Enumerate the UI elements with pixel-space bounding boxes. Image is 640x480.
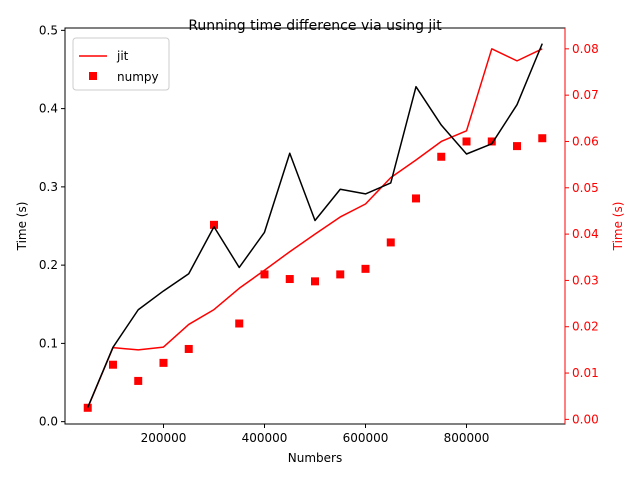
jit-line [87,48,543,409]
chart-title: Running time difference via using jit [188,18,442,34]
numpy-point [513,142,522,151]
numpy-point [285,275,294,284]
plot-area [83,43,547,412]
y-right-tick-label: 0.03 [572,273,599,287]
numpy-point [311,277,319,286]
series-2-line [87,43,543,408]
x-tick-label: 800000 [444,431,490,445]
numpy-point [487,137,496,146]
x-axis-label: Numbers [288,451,342,465]
numpy-point [83,403,92,412]
legend-numpy-marker-swatch [89,72,97,80]
numpy-point [437,152,446,161]
numpy-point [209,220,218,229]
y-axis-right: 0.00 0.01 0.02 0.03 0.04 0.05 0.06 0.07 0.08 [564,28,599,426]
y-right-tick-label: 0.00 [572,412,599,426]
y-left-tick-label: 0.1 [39,336,58,350]
numpy-point [134,376,143,385]
numpy-point [159,358,168,367]
x-axis: 200000 400000 600000 800000 [141,424,490,445]
y-axis-left-label: Time (s) [15,202,29,252]
numpy-point [184,344,193,353]
y-right-tick-label: 0.06 [572,134,599,148]
numpy-point [386,238,395,247]
x-tick-label: 600000 [343,431,389,445]
numpy-point [462,137,471,146]
x-tick-label: 200000 [141,431,187,445]
y-right-tick-label: 0.02 [572,320,599,334]
x-tick-label: 400000 [242,431,288,445]
numpy-point [108,360,117,369]
y-right-tick-label: 0.04 [572,227,599,241]
y-left-tick-label: 0.5 [39,23,58,37]
y-left-tick-label: 0.2 [39,258,58,272]
y-right-tick-label: 0.08 [572,42,599,56]
y-left-tick-label: 0.0 [39,415,58,429]
y-right-tick-label: 0.05 [572,181,599,195]
y-axis-right-label: Time (s) [611,202,625,252]
y-right-tick-label: 0.01 [572,366,599,380]
numpy-point [538,134,547,143]
legend-numpy-label: numpy [117,70,159,84]
numpy-point [361,264,370,273]
legend: jit numpy [72,37,170,91]
numpy-point [235,319,244,328]
legend-jit-label: jit [116,49,129,63]
numpy-point [260,270,269,279]
y-left-tick-label: 0.3 [39,180,58,194]
y-left-tick-label: 0.4 [39,102,58,116]
numpy-point [336,270,345,279]
y-axis-left: 0.0 0.1 0.2 0.3 0.4 0.5 [39,23,65,429]
numpy-point [412,194,421,203]
y-right-tick-label: 0.07 [572,88,599,102]
